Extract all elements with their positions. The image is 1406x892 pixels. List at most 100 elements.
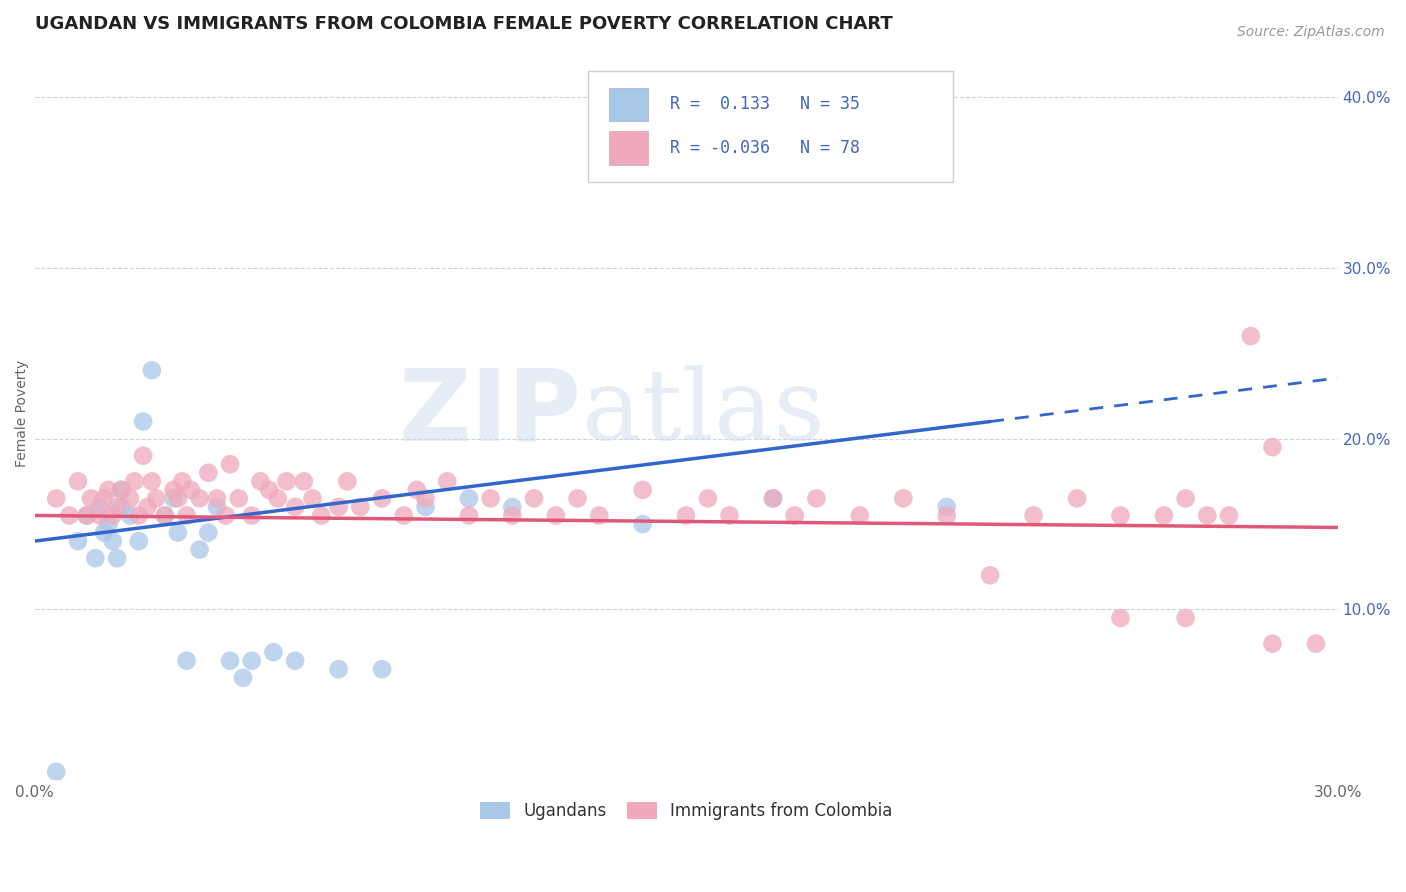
- Point: [215, 508, 238, 523]
- Point: [167, 525, 190, 540]
- Point: [588, 508, 610, 523]
- Point: [120, 491, 142, 506]
- Point: [458, 491, 481, 506]
- Point: [141, 475, 163, 489]
- Point: [89, 500, 111, 514]
- Point: [58, 508, 80, 523]
- Point: [1022, 508, 1045, 523]
- Point: [762, 491, 785, 506]
- Point: [240, 508, 263, 523]
- Point: [262, 645, 284, 659]
- Point: [249, 475, 271, 489]
- Point: [205, 491, 228, 506]
- Point: [110, 500, 132, 514]
- Point: [328, 500, 350, 514]
- Point: [197, 466, 219, 480]
- Text: Source: ZipAtlas.com: Source: ZipAtlas.com: [1237, 25, 1385, 39]
- Point: [162, 483, 184, 497]
- Point: [153, 508, 176, 523]
- Point: [132, 415, 155, 429]
- Point: [276, 475, 298, 489]
- Point: [292, 475, 315, 489]
- Point: [197, 525, 219, 540]
- Point: [1240, 329, 1263, 343]
- Point: [188, 491, 211, 506]
- Point: [392, 508, 415, 523]
- Point: [783, 508, 806, 523]
- Point: [415, 491, 437, 506]
- Point: [523, 491, 546, 506]
- Point: [145, 491, 167, 506]
- Point: [105, 551, 128, 566]
- Point: [1109, 611, 1132, 625]
- Text: ZIP: ZIP: [399, 365, 582, 461]
- Text: R = -0.036   N = 78: R = -0.036 N = 78: [671, 139, 860, 157]
- Point: [84, 551, 107, 566]
- Point: [762, 491, 785, 506]
- Point: [219, 457, 242, 471]
- Text: atlas: atlas: [582, 365, 824, 461]
- Point: [501, 500, 523, 514]
- Point: [89, 508, 111, 523]
- Point: [180, 483, 202, 497]
- Point: [415, 500, 437, 514]
- Legend: Ugandans, Immigrants from Colombia: Ugandans, Immigrants from Colombia: [474, 796, 898, 827]
- Point: [1197, 508, 1219, 523]
- Point: [176, 654, 198, 668]
- Point: [405, 483, 427, 497]
- Point: [567, 491, 589, 506]
- Point: [219, 654, 242, 668]
- Point: [1305, 637, 1327, 651]
- Point: [172, 475, 194, 489]
- Point: [45, 491, 67, 506]
- Point: [124, 475, 146, 489]
- Point: [188, 542, 211, 557]
- Point: [696, 491, 718, 506]
- Point: [891, 491, 914, 506]
- Point: [436, 475, 458, 489]
- Point: [1109, 508, 1132, 523]
- Point: [167, 491, 190, 506]
- Point: [1174, 611, 1197, 625]
- Point: [110, 483, 132, 497]
- Point: [544, 508, 567, 523]
- Point: [97, 483, 120, 497]
- Point: [284, 500, 307, 514]
- Point: [93, 525, 115, 540]
- Point: [301, 491, 323, 506]
- Point: [501, 508, 523, 523]
- FancyBboxPatch shape: [609, 131, 648, 165]
- Point: [176, 508, 198, 523]
- Point: [849, 508, 872, 523]
- Point: [162, 491, 184, 506]
- Point: [257, 483, 280, 497]
- Point: [128, 508, 150, 523]
- Point: [979, 568, 1001, 582]
- Point: [371, 662, 394, 676]
- Point: [80, 491, 103, 506]
- Point: [1261, 440, 1284, 454]
- Point: [631, 516, 654, 531]
- Point: [101, 508, 124, 523]
- Point: [110, 483, 132, 497]
- Text: R =  0.133   N = 35: R = 0.133 N = 35: [671, 95, 860, 113]
- Point: [153, 508, 176, 523]
- Point: [66, 534, 89, 549]
- Point: [1174, 491, 1197, 506]
- Point: [228, 491, 250, 506]
- Point: [458, 508, 481, 523]
- Point: [631, 483, 654, 497]
- Point: [141, 363, 163, 377]
- Point: [66, 475, 89, 489]
- Point: [76, 508, 98, 523]
- Point: [1066, 491, 1088, 506]
- Point: [136, 500, 159, 514]
- Point: [205, 500, 228, 514]
- Point: [328, 662, 350, 676]
- Point: [1153, 508, 1175, 523]
- Point: [101, 534, 124, 549]
- Point: [76, 508, 98, 523]
- Y-axis label: Female Poverty: Female Poverty: [15, 359, 30, 467]
- Point: [1218, 508, 1240, 523]
- Point: [718, 508, 741, 523]
